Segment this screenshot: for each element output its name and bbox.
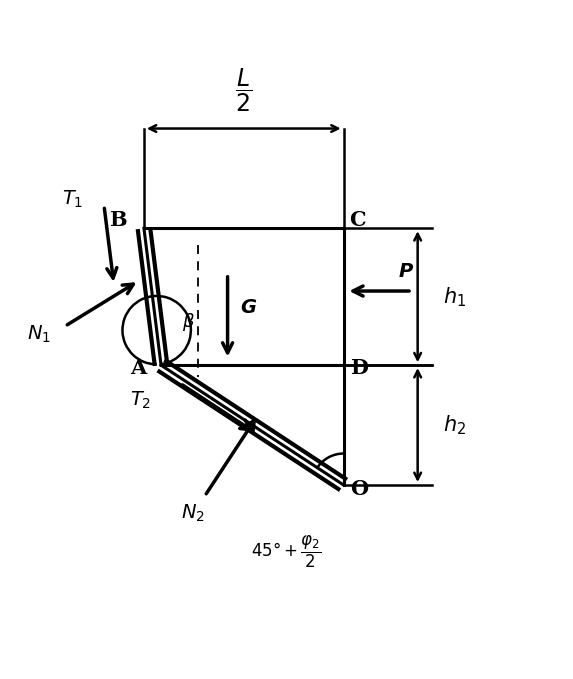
- Text: $\boldsymbol{N_2}$: $\boldsymbol{N_2}$: [182, 502, 205, 524]
- Text: $\boldsymbol{T_2}$: $\boldsymbol{T_2}$: [129, 390, 151, 411]
- Text: $\beta$: $\beta$: [182, 310, 195, 333]
- Text: $45°+\dfrac{\varphi_2}{2}$: $45°+\dfrac{\varphi_2}{2}$: [251, 534, 322, 570]
- Text: A: A: [130, 358, 146, 378]
- Text: $\boldsymbol{G}$: $\boldsymbol{G}$: [240, 299, 257, 317]
- Text: $h_2$: $h_2$: [444, 414, 466, 437]
- Text: B: B: [109, 210, 127, 230]
- Text: $h_1$: $h_1$: [444, 285, 466, 308]
- Text: O: O: [351, 479, 368, 499]
- Text: $\boldsymbol{P}$: $\boldsymbol{P}$: [398, 263, 414, 281]
- Text: $\boldsymbol{T_1}$: $\boldsymbol{T_1}$: [62, 189, 83, 210]
- Text: $\boldsymbol{N_1}$: $\boldsymbol{N_1}$: [28, 324, 51, 346]
- Text: D: D: [351, 358, 368, 378]
- Text: $\dfrac{L}{2}$: $\dfrac{L}{2}$: [236, 67, 252, 114]
- Text: C: C: [350, 210, 366, 230]
